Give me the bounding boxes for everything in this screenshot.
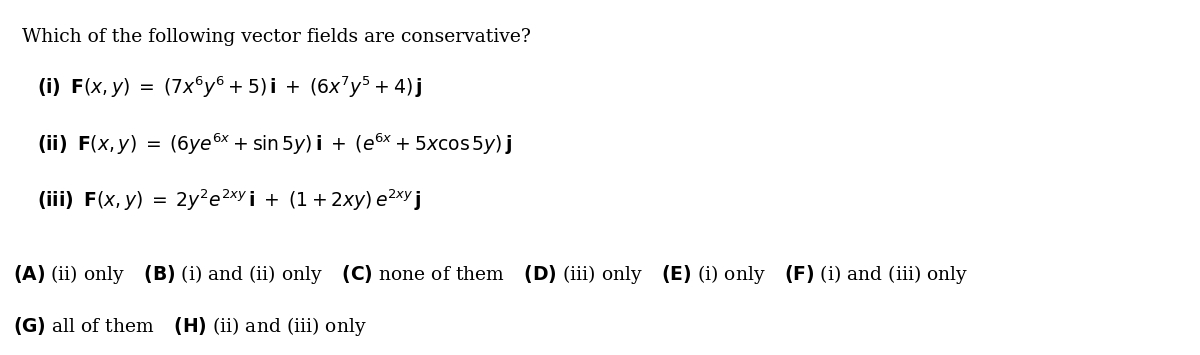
Text: Which of the following vector fields are conservative?: Which of the following vector fields are…: [22, 28, 530, 47]
Text: $\mathbf{(i)}\;\;$$\mathbf{F}(x, y)$$\;=\;$$(7x^6y^6 + 5)\,\mathbf{i}\;+\;(6x^7y: $\mathbf{(i)}\;\;$$\mathbf{F}(x, y)$$\;=…: [37, 75, 422, 100]
Text: $\mathbf{(A)}$ (ii) only$\;\;\;\;$$\mathbf{(B)}$ (i) and (ii) only$\;\;\;\;$$\ma: $\mathbf{(A)}$ (ii) only$\;\;\;\;$$\math…: [13, 263, 968, 286]
Text: $\mathbf{(ii)}\;\;$$\mathbf{F}(x, y)$$\;=\;$$(6ye^{6x} + \sin 5y)\,\mathbf{i}\;+: $\mathbf{(ii)}\;\;$$\mathbf{F}(x, y)$$\;…: [37, 132, 512, 157]
Text: $\mathbf{(iii)}\;\;$$\mathbf{F}(x, y)$$\;=\;$$2y^2e^{2xy}\,\mathbf{i}\;+\;(1 + 2: $\mathbf{(iii)}\;\;$$\mathbf{F}(x, y)$$\…: [37, 187, 421, 213]
Text: $\mathbf{(G)}$ all of them$\;\;\;\;$$\mathbf{(H)}$ (ii) and (iii) only: $\mathbf{(G)}$ all of them$\;\;\;\;$$\ma…: [13, 315, 367, 338]
